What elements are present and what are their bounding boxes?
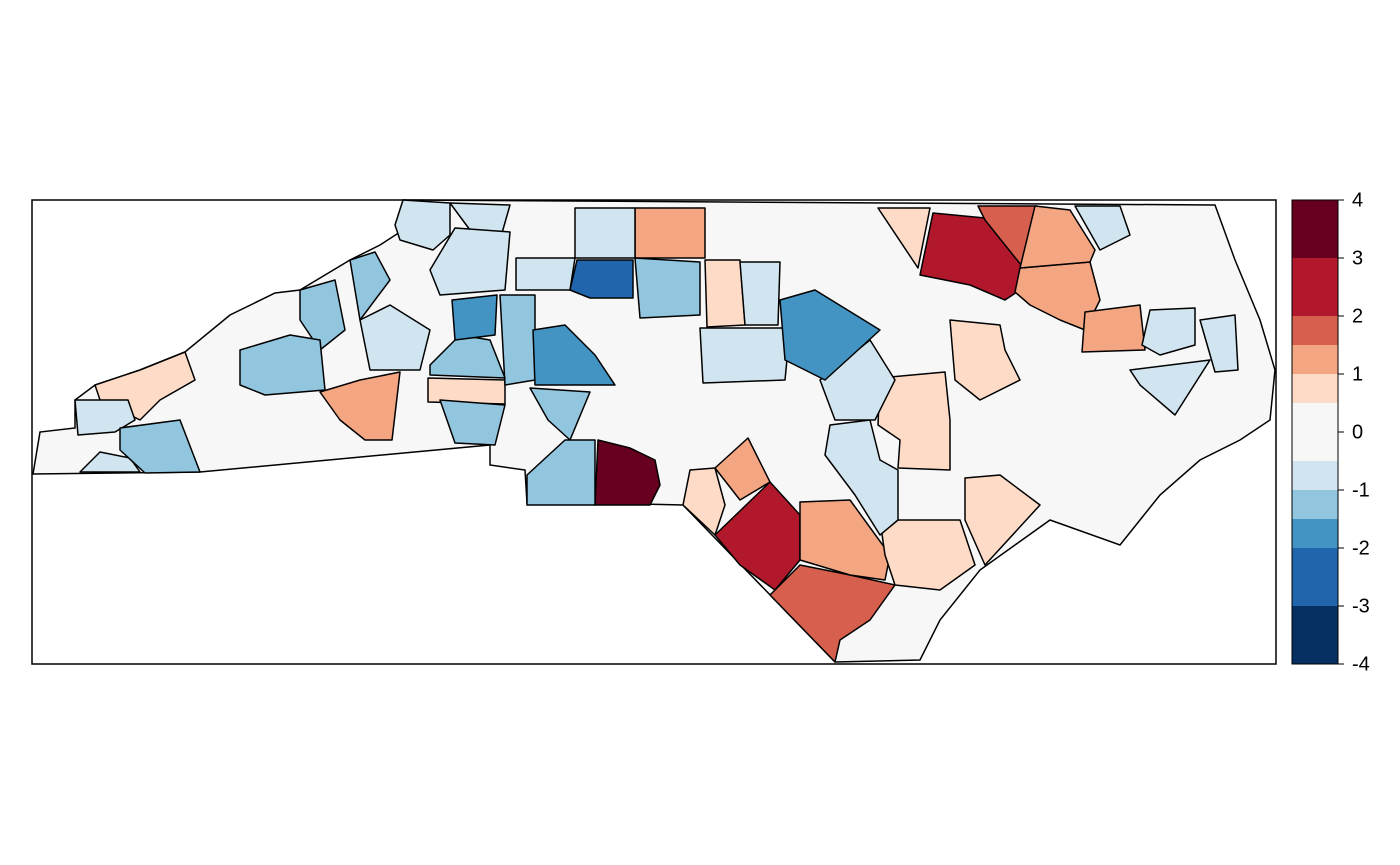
county bbox=[799, 499, 891, 581]
county bbox=[964, 474, 1041, 566]
color-bin bbox=[1292, 403, 1338, 461]
tick-label: 1 bbox=[1352, 363, 1363, 385]
tick-label: -1 bbox=[1352, 479, 1370, 501]
color-bin bbox=[1292, 316, 1338, 345]
county bbox=[526, 439, 596, 506]
county bbox=[359, 304, 431, 371]
county bbox=[1141, 307, 1196, 356]
color-bin bbox=[1292, 490, 1338, 519]
county bbox=[1081, 304, 1146, 353]
county bbox=[682, 467, 726, 536]
county bbox=[739, 261, 781, 326]
county bbox=[429, 227, 511, 296]
county bbox=[634, 207, 706, 259]
counties bbox=[74, 199, 1239, 663]
county bbox=[879, 519, 976, 591]
county bbox=[769, 564, 896, 663]
tick-label: 2 bbox=[1352, 305, 1363, 327]
county bbox=[319, 371, 401, 441]
county bbox=[1074, 205, 1131, 251]
county bbox=[714, 437, 771, 501]
tick-label: 0 bbox=[1352, 421, 1363, 443]
county bbox=[515, 257, 576, 291]
county bbox=[299, 279, 346, 351]
tick-label: 3 bbox=[1352, 247, 1363, 269]
county bbox=[1014, 261, 1101, 331]
county bbox=[1019, 205, 1096, 269]
county bbox=[949, 319, 1021, 401]
tick-label: -2 bbox=[1352, 537, 1370, 559]
color-bin bbox=[1292, 461, 1338, 490]
color-bin bbox=[1292, 606, 1338, 664]
county bbox=[824, 419, 899, 536]
county bbox=[574, 207, 636, 259]
color-bar: -4 -3 -2 -1 0 1 2 3 4 bbox=[1291, 189, 1370, 675]
county bbox=[877, 371, 951, 471]
color-bin bbox=[1292, 548, 1338, 606]
county bbox=[779, 289, 881, 381]
county bbox=[877, 207, 931, 269]
color-bin bbox=[1292, 345, 1338, 374]
tick-label: 4 bbox=[1352, 189, 1363, 211]
county bbox=[1129, 359, 1211, 416]
county bbox=[529, 387, 591, 441]
county bbox=[704, 259, 746, 328]
county bbox=[119, 419, 201, 474]
county bbox=[569, 259, 634, 299]
county bbox=[699, 327, 791, 384]
county bbox=[634, 257, 701, 319]
tick-label: -3 bbox=[1352, 595, 1370, 617]
county bbox=[499, 294, 536, 386]
county bbox=[349, 251, 391, 321]
county bbox=[451, 294, 498, 341]
color-bin bbox=[1292, 374, 1338, 403]
color-bin bbox=[1292, 258, 1338, 316]
county bbox=[439, 399, 506, 446]
county bbox=[239, 334, 326, 396]
county bbox=[427, 377, 506, 405]
color-bin bbox=[1292, 519, 1338, 548]
tick-label: -4 bbox=[1352, 653, 1370, 675]
county bbox=[74, 399, 136, 436]
plot-frame bbox=[31, 199, 1277, 665]
color-bin bbox=[1292, 200, 1338, 258]
county bbox=[1199, 314, 1239, 373]
county bbox=[532, 324, 616, 386]
